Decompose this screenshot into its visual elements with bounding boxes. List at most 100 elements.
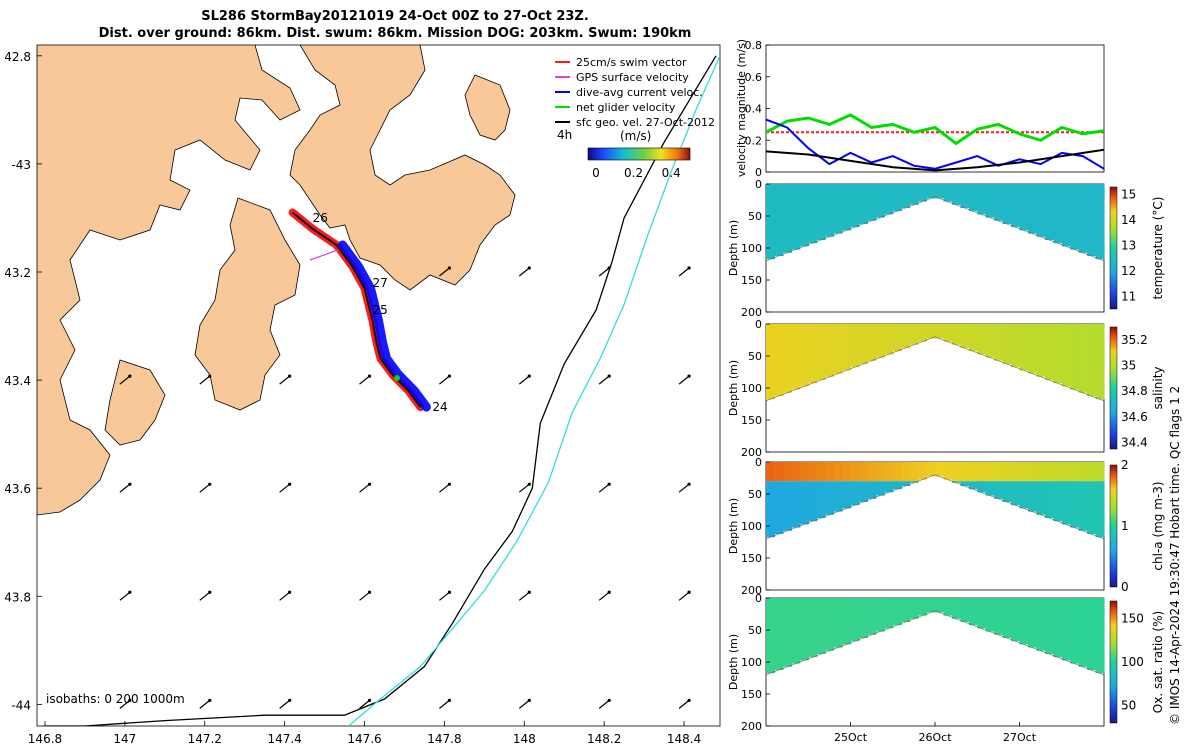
- section-bottom-line: [765, 610, 1105, 676]
- section-cell: [850, 462, 860, 482]
- section-cell: [918, 324, 928, 342]
- section-cell: [1002, 598, 1012, 638]
- section-cell: [859, 481, 868, 502]
- geo-vector: [199, 699, 211, 709]
- geo-vector-head: [687, 482, 691, 486]
- section-cell: [1011, 324, 1021, 368]
- section-cell: [875, 481, 885, 496]
- section-cell: [850, 481, 860, 506]
- geo-vector-head: [447, 482, 452, 486]
- section-cell: [926, 462, 936, 477]
- section-cell: [867, 462, 877, 482]
- section-cell: [774, 462, 784, 482]
- section-cell: [791, 598, 801, 664]
- section-y-label: Depth (m): [727, 634, 740, 690]
- geo-vector-head: [687, 698, 691, 702]
- section-cell: [892, 462, 902, 482]
- section-y-tick-label: 0: [755, 456, 762, 469]
- velocity-y-tick-label: 0.6: [745, 71, 763, 84]
- section-cell: [1019, 184, 1029, 231]
- geo-vector-head: [128, 698, 132, 702]
- section-cell: [1044, 184, 1054, 240]
- section-cell: [1087, 481, 1097, 534]
- geo-vector-head: [288, 590, 292, 594]
- geo-vector-head: [288, 374, 292, 378]
- section-colorbar-tick-label: 15: [1121, 188, 1136, 202]
- legend-label: net glider velocity: [576, 101, 676, 114]
- section-cell: [884, 184, 894, 215]
- section-cell: [833, 598, 843, 648]
- isobath-1000m: [348, 55, 720, 726]
- section-cell: [1028, 184, 1037, 234]
- section-cell: [825, 184, 835, 237]
- colorbar-unit: (m/s): [620, 129, 651, 143]
- section-cell: [799, 324, 809, 387]
- geo-vector-head: [447, 266, 452, 270]
- section-cell: [985, 184, 995, 218]
- section-cell: [943, 462, 953, 480]
- section-cell: [951, 598, 961, 619]
- section-cell: [951, 481, 961, 483]
- geo-vector: [199, 375, 211, 385]
- section-cell: [1078, 481, 1088, 531]
- section-cell: [1087, 184, 1097, 256]
- geo-vector-head: [607, 590, 611, 594]
- section-cell: [901, 481, 911, 486]
- day-label-24: 24: [432, 400, 447, 414]
- section-cell: [774, 598, 784, 670]
- section-cell: [909, 598, 919, 619]
- section-cell: [901, 184, 911, 208]
- section-cell: [951, 324, 961, 345]
- section-colorbar-tick-label: 35.2: [1121, 333, 1148, 347]
- section-cell: [859, 184, 868, 224]
- section-cell: [808, 184, 818, 244]
- geo-vector: [678, 591, 690, 601]
- geo-vector: [119, 483, 131, 493]
- section-cell: [884, 462, 894, 482]
- section-cell: [1011, 184, 1021, 228]
- section-cell: [833, 481, 843, 512]
- section-colorbar-tick-label: 2: [1121, 458, 1129, 472]
- map-x-tick-label: 148: [513, 732, 536, 746]
- geo-vector-head: [607, 266, 611, 270]
- section-colorbar-tick-label: 150: [1121, 611, 1144, 625]
- geo-vector-head: [447, 698, 452, 702]
- legend-label: 25cm/s swim vector: [576, 56, 687, 69]
- section-cell: [1011, 481, 1021, 506]
- section-cell: [1095, 598, 1105, 674]
- section-cell: [968, 481, 978, 490]
- section-cell: [1061, 324, 1071, 387]
- section-colorbar: [1109, 600, 1118, 724]
- velocity-series-line: [765, 113, 1105, 146]
- section-cell: [766, 462, 776, 482]
- geo-vector-head: [288, 698, 292, 702]
- geo-vector-head: [447, 374, 452, 378]
- section-cell: [1011, 462, 1021, 482]
- geo-vector-head: [527, 266, 531, 270]
- geo-vector: [598, 267, 610, 277]
- geo-vector-head: [447, 590, 452, 594]
- section-cell: [867, 184, 877, 221]
- section-cell: [808, 598, 818, 658]
- section-cell: [1044, 324, 1054, 380]
- geo-vector-head: [687, 374, 691, 378]
- section-cell: [774, 481, 784, 534]
- geo-vector-head: [367, 698, 372, 702]
- geo-vector: [678, 375, 690, 385]
- section-cell: [1061, 462, 1071, 482]
- section-cell: [909, 462, 919, 482]
- section-cell: [968, 184, 978, 212]
- section-cell: [985, 598, 995, 632]
- section-cell: [791, 462, 801, 482]
- section-colorbar-tick-label: 13: [1121, 238, 1136, 252]
- land-tasman-peninsula-north: [37, 45, 301, 516]
- section-colorbar-tick-label: 34.6: [1121, 410, 1148, 424]
- map-x-tick-label: 147: [113, 732, 136, 746]
- section-cell: [1044, 481, 1054, 518]
- section-cell: [918, 184, 928, 202]
- map-y-tick-label: 43.4: [4, 374, 31, 388]
- section-cell: [875, 462, 885, 482]
- section-cell: [994, 324, 1004, 361]
- section-colorbar: [1109, 186, 1118, 310]
